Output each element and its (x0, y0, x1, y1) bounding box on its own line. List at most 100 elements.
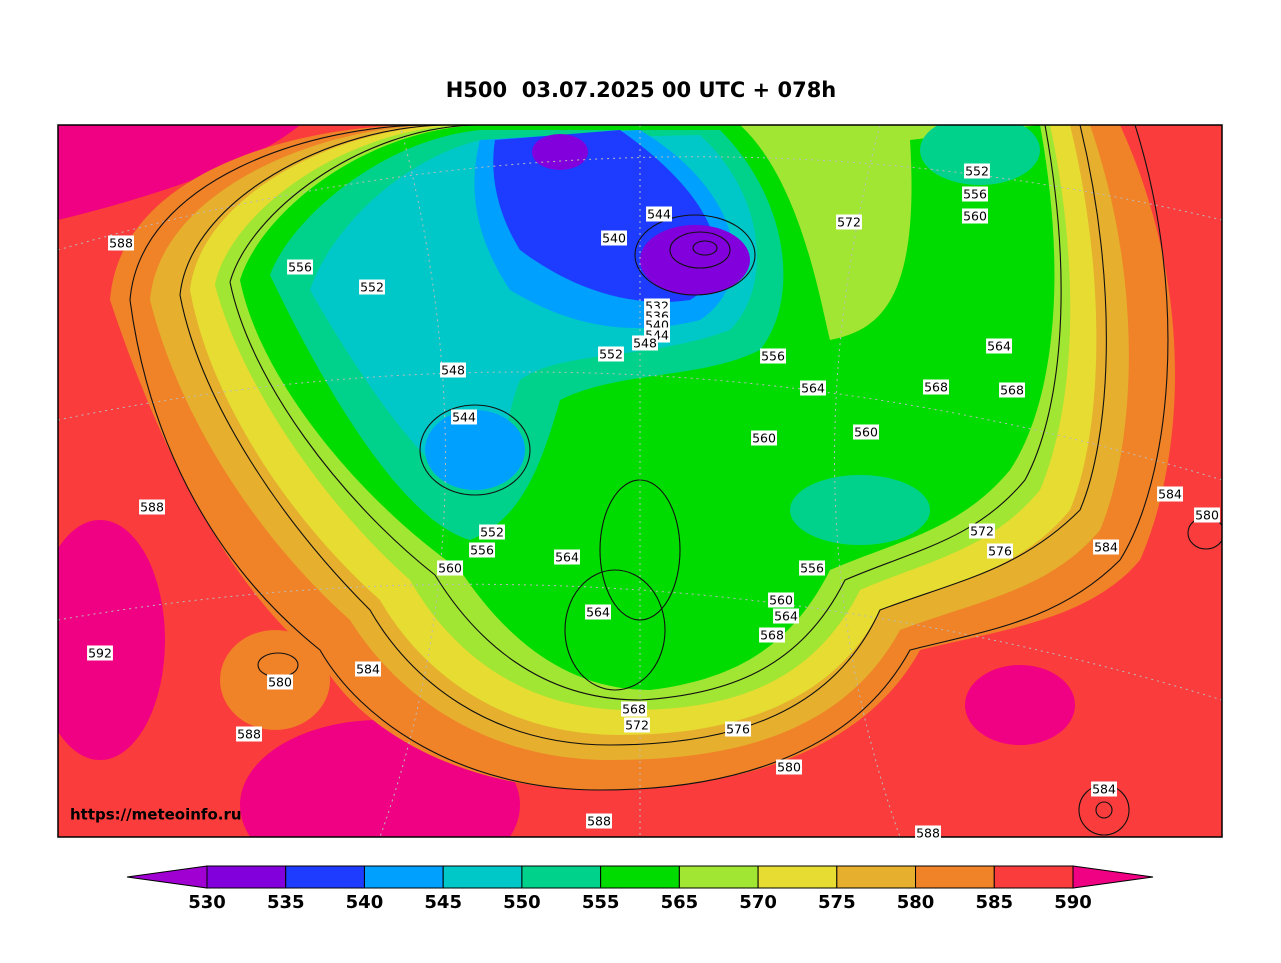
contour-label-bg (598, 346, 624, 362)
contour-label: 588 (916, 826, 940, 841)
contour-label: 556 (761, 349, 785, 364)
contour-label-bg (1194, 507, 1220, 523)
contour-label-bg (773, 608, 799, 624)
contour-label-bg (621, 701, 647, 717)
contour-label-bg (962, 208, 988, 224)
contour-label: 556 (288, 260, 312, 275)
contour-label: 572 (970, 524, 994, 539)
contour-label: 552 (599, 347, 623, 362)
colorbar-over (1072, 865, 1154, 889)
contour-label: 580 (268, 675, 292, 690)
contour-label: 548 (633, 336, 657, 351)
contour-label-bg (585, 604, 611, 620)
contour-label-bg (469, 542, 495, 558)
contour-label-bg (760, 348, 786, 364)
contour-label-bg (440, 362, 466, 378)
contour-label: 580 (1195, 508, 1219, 523)
map-frame (57, 124, 1223, 838)
contour-label: 564 (987, 339, 1011, 354)
contour-label: 572 (837, 215, 861, 230)
contour-label: 584 (1092, 782, 1116, 797)
contour-label: 564 (586, 605, 610, 620)
colorbar-under (126, 865, 208, 889)
contour-label: 564 (774, 609, 798, 624)
contour-label: 564 (801, 381, 825, 396)
contour-label: 560 (769, 593, 793, 608)
contour-label: 588 (237, 727, 261, 742)
colorbar-tick-label: 580 (897, 892, 935, 913)
colorbar-tick-label: 545 (424, 892, 462, 913)
contour-label-bg (139, 499, 165, 515)
map (58, 125, 1222, 837)
contour-label-bg (964, 163, 990, 179)
contour-label-bg (236, 726, 262, 742)
colorbar-tick-label: 550 (503, 892, 541, 913)
contour-label-bg (267, 674, 293, 690)
contour-label: 576 (988, 544, 1012, 559)
contour-label: 584 (356, 662, 380, 677)
contour-label-bg (987, 543, 1013, 559)
contour-label: 568 (622, 702, 646, 717)
colorbar-segment (757, 865, 838, 889)
colorbar-segment (915, 865, 995, 889)
contour-label: 544 (647, 207, 671, 222)
contour-label: 552 (965, 164, 989, 179)
credit: https://meteoinfo.ru (70, 806, 242, 824)
contour-label: 580 (777, 760, 801, 775)
contour-label: 588 (587, 814, 611, 829)
contour-label: 588 (109, 236, 133, 251)
contour-label: 556 (963, 187, 987, 202)
contour-label-bg (999, 382, 1025, 398)
contour-label-bg (646, 206, 672, 222)
contour-label-bg (986, 338, 1012, 354)
contour-label: 548 (441, 363, 465, 378)
contour-label: 588 (140, 500, 164, 515)
contour-label: 560 (963, 209, 987, 224)
contour-label-bg (355, 661, 381, 677)
contour-label: 564 (555, 550, 579, 565)
contour-label-bg (632, 335, 658, 351)
contour-label-bg (624, 717, 650, 733)
contour-label-bg (768, 592, 794, 608)
colorbar-tick-label: 570 (739, 892, 777, 913)
contour-label-bg (451, 409, 477, 425)
colorbar-segment (836, 865, 917, 889)
contour-label-bg (1091, 781, 1117, 797)
contour-label-bg (1093, 539, 1119, 555)
contour-label-bg (853, 424, 879, 440)
colorbar-tick-label: 585 (975, 892, 1013, 913)
contour-label: 568 (760, 628, 784, 643)
contour-label: 552 (360, 280, 384, 295)
title: H500 03.07.2025 00 UTC + 078h (446, 78, 837, 102)
colorbar-segment (600, 865, 680, 889)
contour-label-bg (969, 523, 995, 539)
contour-label: 544 (452, 410, 476, 425)
contour-label-bg (923, 379, 949, 395)
contour-label-bg (437, 560, 463, 576)
contour-label-bg (479, 524, 505, 540)
contour-label: 572 (625, 718, 649, 733)
contour-label-bg (800, 380, 826, 396)
colorbar-segment (442, 865, 523, 889)
colorbar-segment (285, 865, 365, 889)
contour-label-bg (601, 230, 627, 246)
contour-label-bg (915, 825, 941, 841)
colorbar-tick-label: 530 (188, 892, 226, 913)
colorbar-tick-label: 555 (582, 892, 620, 913)
colorbar-tick-label: 540 (346, 892, 384, 913)
contour-label: 568 (924, 380, 948, 395)
contour-label-bg (287, 259, 313, 275)
contour-label-bg (586, 813, 612, 829)
contour-label: 576 (726, 722, 750, 737)
colorbar-segment (206, 865, 287, 889)
contour-label-bg (962, 186, 988, 202)
contour-label-bg (108, 235, 134, 251)
colorbar: 530 535 540 545 550 555 565 570 575 580 585 590 (126, 865, 1154, 913)
colorbar-segment (521, 865, 602, 889)
contour-label: 556 (800, 561, 824, 576)
contour-label: 584 (1158, 487, 1182, 502)
contour-label-bg (554, 549, 580, 565)
colorbar-segment (363, 865, 444, 889)
